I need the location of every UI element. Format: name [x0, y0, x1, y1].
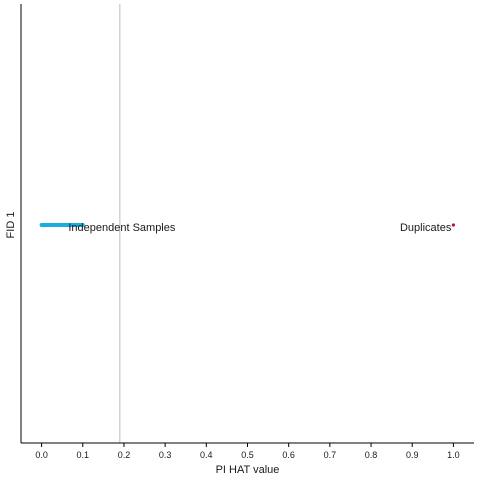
x-tick-label: 0.9: [406, 450, 419, 460]
plot-area: Independent Samples Duplicates: [39, 4, 456, 443]
x-axis-ticks: 0.0 0.1 0.2 0.3 0.4 0.5 0.6 0.7 0.8 0.9 1.0: [35, 443, 460, 460]
duplicate-point: [451, 223, 456, 227]
x-tick-label: 0.0: [35, 450, 48, 460]
x-axis-title: PI HAT value: [216, 464, 280, 476]
x-tick-label: 0.8: [365, 450, 378, 460]
x-tick-label: 0.3: [159, 450, 172, 460]
annotation-label: Independent Samples: [68, 222, 176, 234]
duplicates-series: [451, 223, 456, 227]
annotations: Independent Samples Duplicates: [68, 222, 451, 234]
x-tick-label: 0.4: [200, 450, 213, 460]
x-tick-label: 0.1: [77, 450, 90, 460]
annotation-label: Duplicates: [400, 222, 452, 234]
x-tick-label: 1.0: [447, 450, 460, 460]
x-tick-label: 0.5: [241, 450, 254, 460]
x-tick-label: 0.6: [282, 450, 295, 460]
x-tick-label: 0.7: [324, 450, 337, 460]
x-tick-label: 0.2: [118, 450, 131, 460]
y-axis-title: FID 1: [5, 212, 17, 239]
